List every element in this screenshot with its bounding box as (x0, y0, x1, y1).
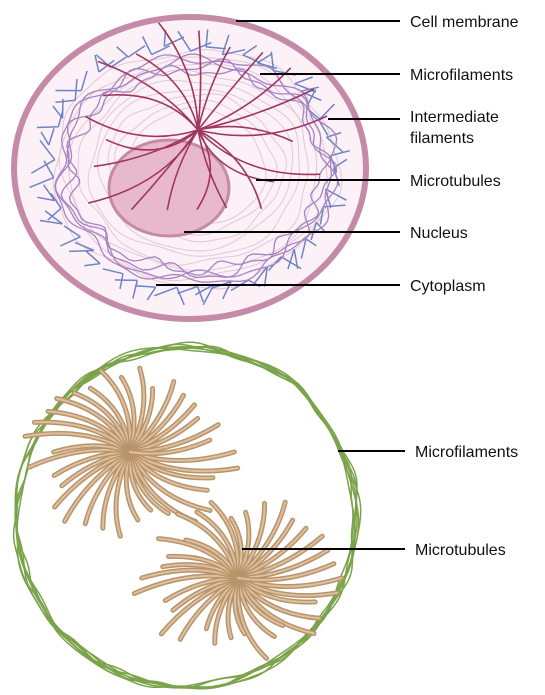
faint-fiber (77, 69, 309, 266)
intermediate-filament (141, 36, 170, 56)
intermediate-filament (177, 285, 205, 303)
label-cell-membrane: Cell membrane (410, 14, 519, 31)
intermediate-filament (300, 86, 322, 102)
cell-membrane (11, 14, 369, 322)
microtubule (197, 129, 321, 176)
intermediate-filament (242, 44, 261, 64)
actin-strand (14, 341, 358, 689)
microfilament-rings (54, 53, 339, 283)
label-microfilaments-bottom: Microfilaments (415, 444, 518, 461)
microfilament-strand (60, 58, 338, 278)
nucleus (107, 138, 231, 238)
microtubule (88, 129, 199, 204)
microtubule (197, 129, 228, 209)
intermediate-filament (114, 279, 139, 299)
intermediate-filament (154, 286, 185, 306)
microtubule-lower-highlight (237, 562, 335, 581)
intermediate-filament (59, 225, 81, 247)
microfilament-strand (54, 53, 339, 280)
microtubule (85, 115, 199, 138)
intermediate-filament (102, 268, 124, 290)
actin-strand (16, 347, 356, 689)
intermediate-filament (39, 210, 63, 225)
intermediate-filament (55, 70, 88, 92)
label-intermediate-line2: filaments (410, 130, 474, 147)
label-microfilaments: Microfilaments (410, 67, 513, 84)
label-intermediate-line1: Intermediate (410, 109, 499, 126)
faint-fiber (52, 49, 343, 290)
intermediate-filament (29, 160, 55, 189)
microfilament-cortex (12, 341, 362, 690)
intermediate-filament (194, 283, 215, 306)
label-microtubules: Microtubules (410, 173, 501, 190)
microtubule (197, 67, 292, 131)
microfilament-strand (66, 64, 331, 276)
intermediate-filament (55, 78, 78, 104)
intermediate-filament (47, 192, 62, 221)
microtubule-aster-upper (22, 365, 241, 539)
leader-lines (156, 20, 405, 550)
intermediate-filament (177, 30, 212, 52)
intermediate-filament (31, 139, 56, 174)
microtubule (196, 129, 212, 210)
intermediate-filament (326, 131, 344, 154)
faint-fiber (96, 89, 294, 252)
intermediate-filament (37, 184, 56, 202)
intermediate-filament (300, 238, 317, 259)
label-nucleus: Nucleus (410, 225, 468, 242)
faint-fiber (107, 93, 287, 243)
label-microtubules-bottom: Microtubules (415, 542, 506, 559)
microtubule (93, 129, 199, 168)
intermediate-filament (134, 285, 157, 301)
faint-fiber (58, 56, 329, 281)
intermediate-filament (254, 266, 269, 287)
intermediate-filament (116, 45, 146, 58)
microtubule-upper-highlight (129, 439, 211, 455)
intermediate-filament (205, 29, 226, 50)
microtubule (158, 22, 199, 131)
microtubule (197, 46, 231, 131)
dividing-cell (12, 341, 362, 690)
labels: Cell membrane Microfilaments Intermediat… (410, 14, 519, 559)
microtubule (197, 52, 264, 131)
intermediate-filament (69, 241, 95, 253)
microfilament-strand (54, 54, 338, 283)
label-cytoplasm: Cytoplasm (410, 278, 486, 295)
microtubule-aster-lower (131, 499, 345, 661)
interphase-cell (11, 14, 369, 322)
microtubule (197, 30, 202, 131)
intermediate-filament (40, 128, 55, 146)
faint-fiber (87, 79, 300, 257)
intermediate-filament (84, 250, 101, 267)
microtubule (197, 88, 315, 131)
intermediate-filament (94, 54, 115, 73)
microtubule (135, 53, 199, 131)
microtubule (97, 60, 199, 131)
microtubule (197, 115, 328, 137)
microtubule (197, 129, 263, 210)
microtubule (105, 129, 199, 151)
actin-strand (15, 345, 354, 688)
